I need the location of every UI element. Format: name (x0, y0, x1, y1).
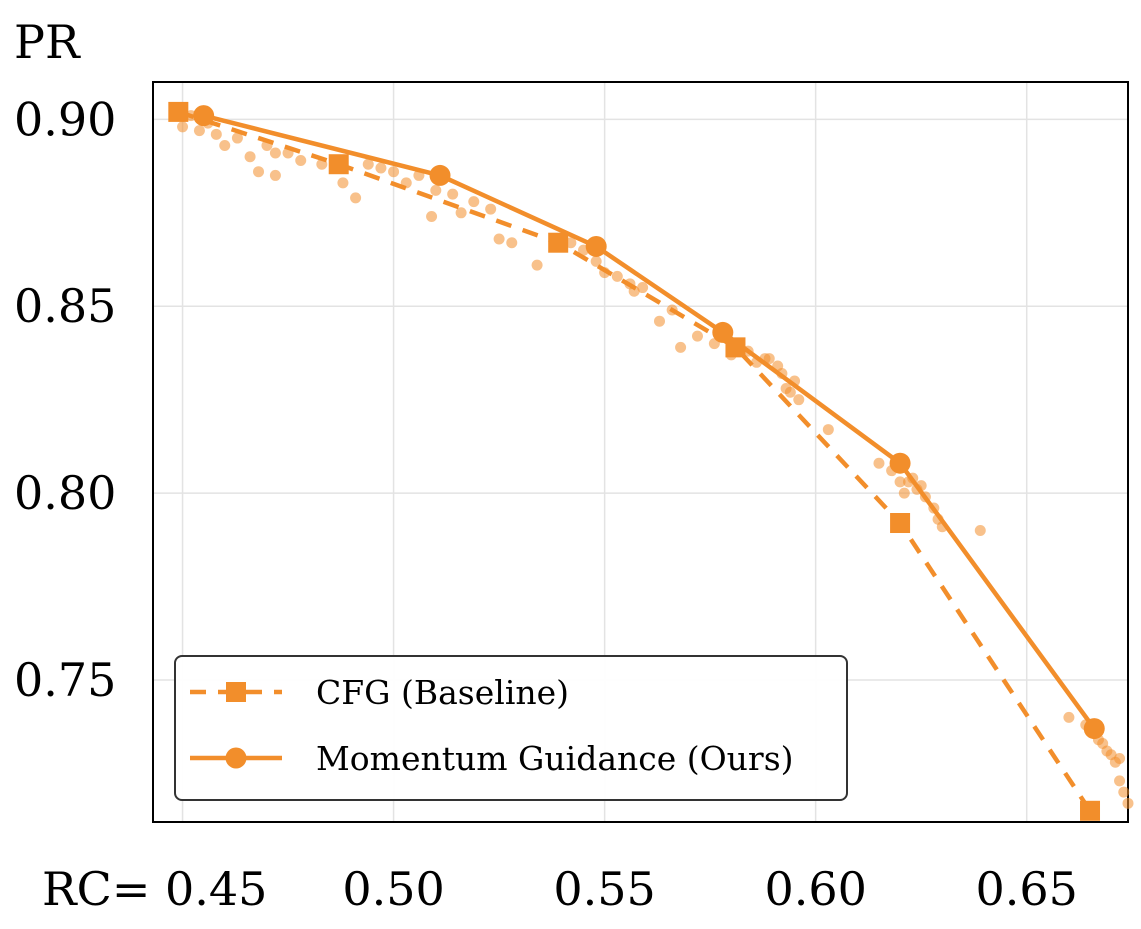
scatter-point (822, 424, 834, 436)
scatter-point (1114, 775, 1126, 787)
scatter-point (193, 125, 205, 137)
y-tick-labels: 0.75 0.80 0.85 0.90 (14, 92, 116, 707)
y-tick-label: 0.75 (14, 653, 116, 707)
scatter-point (231, 132, 243, 144)
momentum-marker (889, 452, 911, 474)
scatter-point (269, 147, 281, 159)
momentum-marker (712, 321, 734, 343)
cfg-marker (1080, 800, 1101, 821)
scatter-point (350, 192, 362, 204)
scatter-point (590, 255, 602, 267)
legend-box (174, 655, 848, 801)
cfg-marker (890, 513, 911, 534)
scatter-point (253, 166, 265, 178)
cfg-marker (168, 101, 189, 122)
x-tick-label: 0.45 (165, 862, 267, 916)
x-tick-labels: 0.45 0.50 0.55 0.60 0.65 (165, 862, 1078, 916)
scatter-point (468, 196, 480, 208)
scatter-point (219, 140, 231, 152)
momentum-marker (429, 164, 451, 186)
scatter-point (894, 476, 906, 488)
scatter-point (337, 177, 349, 189)
legend: CFG (Baseline) Momentum Guidance (Ours) (174, 655, 848, 801)
y-tick-label: 0.90 (14, 92, 116, 146)
momentum-marker (1083, 718, 1105, 740)
scatter-point (177, 121, 189, 133)
scatter-point (611, 270, 623, 282)
scatter-point (388, 166, 400, 178)
scatter-point (430, 184, 442, 196)
cfg-marker (548, 232, 569, 253)
cfg-marker (725, 337, 746, 358)
legend-square-marker (226, 682, 246, 702)
scatter-point (426, 211, 438, 223)
scatter-point (244, 151, 256, 163)
scatter-point (653, 315, 665, 327)
plot-frame (152, 81, 1129, 823)
x-axis-title: RC= (42, 862, 150, 916)
y-tick-label: 0.80 (14, 466, 116, 520)
scatter-point (506, 237, 518, 249)
scatter-point (675, 341, 687, 353)
series-markers (168, 101, 1105, 821)
legend-label-1: Momentum Guidance (Ours) (316, 739, 794, 778)
x-tick-label: 0.55 (553, 862, 655, 916)
scatter-point (1063, 711, 1075, 723)
scatter-point (362, 158, 374, 170)
scatter-point (269, 169, 281, 181)
scatter-point (873, 457, 885, 469)
y-axis-title: PR (14, 15, 81, 69)
scatter-point (455, 207, 467, 219)
scatter-point (793, 394, 805, 406)
scatter-point (1114, 752, 1126, 764)
momentum-marker (585, 235, 607, 257)
scatter-point (763, 353, 775, 365)
scatter-point (447, 188, 459, 200)
series-lines (177, 109, 1097, 813)
scatter-point (898, 487, 910, 499)
scatter-point (210, 128, 222, 140)
scatter-point (295, 154, 307, 166)
y-tick-label: 0.85 (14, 279, 116, 333)
series-line-0 (177, 109, 1092, 813)
legend-label-0: CFG (Baseline) (316, 673, 569, 712)
x-tick-label: 0.65 (975, 862, 1077, 916)
scatter-point (1122, 797, 1134, 809)
cfg-marker (328, 154, 349, 175)
series-line-1 (203, 113, 1097, 730)
scatter-point (493, 233, 505, 245)
scatter-point (691, 330, 703, 342)
momentum-marker (193, 105, 215, 127)
legend-circle-marker (225, 747, 247, 769)
scatter-point (974, 524, 986, 536)
scatter-point (485, 203, 497, 215)
x-tick-label: 0.50 (342, 862, 444, 916)
scatter-point (784, 386, 796, 398)
scatter-point (637, 282, 649, 294)
scatter-point (375, 162, 387, 174)
scatter-point (1118, 786, 1130, 798)
x-tick-label: 0.60 (764, 862, 866, 916)
scatter-point (531, 259, 543, 271)
